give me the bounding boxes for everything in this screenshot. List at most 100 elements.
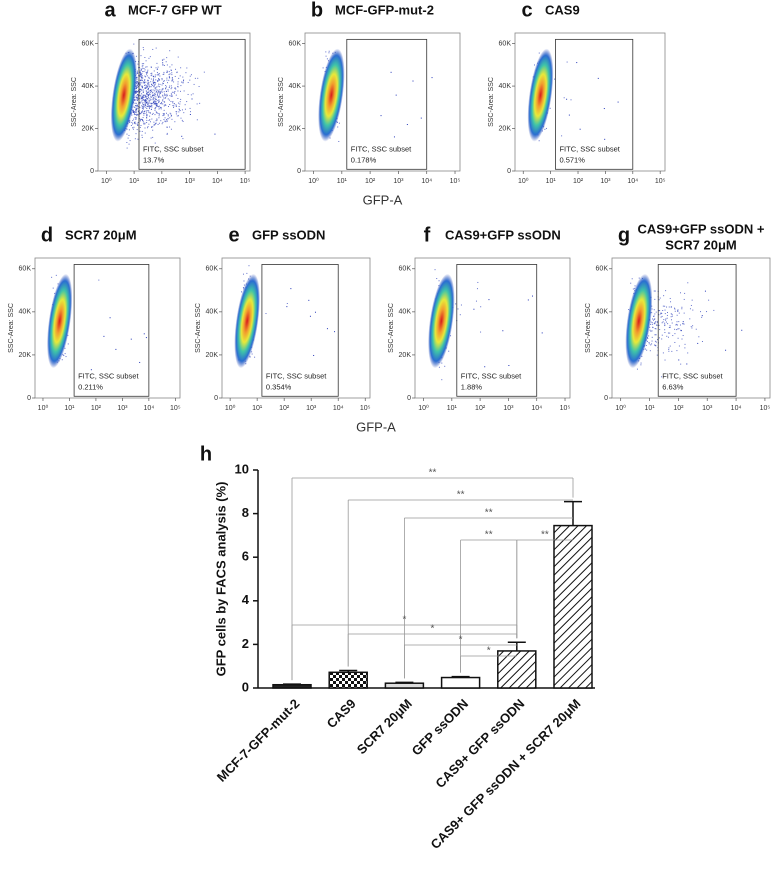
event-dot <box>150 96 152 98</box>
event-dot <box>146 122 148 124</box>
event-dot <box>128 129 130 131</box>
event-dot <box>154 95 156 97</box>
event-dot <box>175 68 177 70</box>
event-dot <box>137 124 139 126</box>
event-dot <box>676 329 678 331</box>
event-dot <box>133 114 135 116</box>
event-dot <box>171 118 173 120</box>
x-tick-label: 10¹ <box>546 178 557 185</box>
event-dot <box>165 104 167 106</box>
significance: ** <box>541 530 549 541</box>
x-tick-label: 10⁰ <box>101 177 112 185</box>
event-dot <box>181 81 183 83</box>
x-tick-label: 10⁵ <box>240 178 251 185</box>
event-dot <box>155 106 157 108</box>
event-dot <box>689 308 691 310</box>
event-dot <box>168 99 170 101</box>
event-dot <box>671 350 673 352</box>
event-dot <box>170 88 172 90</box>
event-dot <box>158 90 160 92</box>
event-dot <box>135 102 137 104</box>
event-dot <box>175 88 177 90</box>
event-dot <box>144 123 146 125</box>
event-dot <box>153 98 155 100</box>
event-dot <box>155 111 157 113</box>
event-dot <box>165 120 167 122</box>
y-tick-label: 20K <box>399 352 412 359</box>
event-dot <box>150 78 152 80</box>
event-dot <box>137 94 139 96</box>
event-dot <box>380 115 382 117</box>
event-dot <box>182 80 184 82</box>
event-dot <box>147 71 149 73</box>
event-dot <box>136 80 138 82</box>
x-tick-label: 10¹ <box>644 405 655 412</box>
x-tick-label: 10⁰ <box>308 177 319 185</box>
event-dot <box>127 137 129 139</box>
event-dot <box>460 304 462 306</box>
event-dot <box>164 117 166 119</box>
event-dot <box>690 326 692 328</box>
event-dot <box>137 98 139 100</box>
x-tick-label: SCR7 20μM <box>354 696 415 757</box>
x-tick-label: 10³ <box>117 405 128 412</box>
event-dot <box>166 126 168 128</box>
y-tick-label: 10 <box>235 461 249 476</box>
y-tick-label: 40K <box>399 309 412 316</box>
event-dot <box>141 78 143 80</box>
event-dot <box>51 276 53 278</box>
density-core <box>428 273 455 369</box>
event-dot <box>652 327 654 329</box>
x-axis-label: GFP-A <box>363 192 403 207</box>
event-dot <box>140 55 142 57</box>
event-dot <box>159 89 161 91</box>
event-dot <box>154 100 156 102</box>
event-dot <box>141 80 143 82</box>
event-dot <box>146 102 148 104</box>
event-dot <box>140 124 142 126</box>
event-dot <box>170 115 172 117</box>
event-dot <box>680 329 682 331</box>
event-dot <box>162 64 164 66</box>
event-dot <box>665 319 667 321</box>
x-tick-label: 10³ <box>185 178 196 185</box>
x-tick-label: 10⁴ <box>212 178 223 185</box>
event-dot <box>193 83 195 85</box>
event-dot <box>154 142 156 144</box>
y-tick-label: 60K <box>499 40 512 47</box>
event-dot <box>664 329 666 331</box>
event-dot <box>154 81 156 83</box>
event-dot <box>176 111 178 113</box>
event-dot <box>241 291 243 293</box>
event-dot <box>179 103 181 105</box>
event-dot <box>177 86 179 88</box>
event-dot <box>140 94 142 96</box>
event-dot <box>680 363 682 365</box>
event-dot <box>151 106 153 108</box>
event-dot <box>177 56 179 58</box>
event-dot <box>156 93 158 95</box>
event-dot <box>166 70 168 72</box>
event-dot <box>144 96 146 98</box>
event-dot <box>192 93 194 95</box>
y-tick-label: 0 <box>407 395 411 402</box>
event-dot <box>132 111 134 113</box>
event-dot <box>141 68 143 70</box>
event-dot <box>691 299 693 301</box>
event-dot <box>141 119 143 121</box>
event-dot <box>158 92 160 94</box>
event-dot <box>146 72 148 74</box>
event-dot <box>148 94 150 96</box>
event-dot <box>684 347 686 349</box>
event-dot <box>140 79 142 81</box>
event-dot <box>661 312 663 314</box>
event-dot <box>336 121 338 123</box>
event-dot <box>141 97 143 99</box>
event-dot <box>144 87 146 89</box>
event-dot <box>163 58 165 60</box>
event-dot <box>158 78 160 80</box>
event-dot <box>163 105 165 107</box>
event-dot <box>148 100 150 102</box>
event-dot <box>150 90 152 92</box>
